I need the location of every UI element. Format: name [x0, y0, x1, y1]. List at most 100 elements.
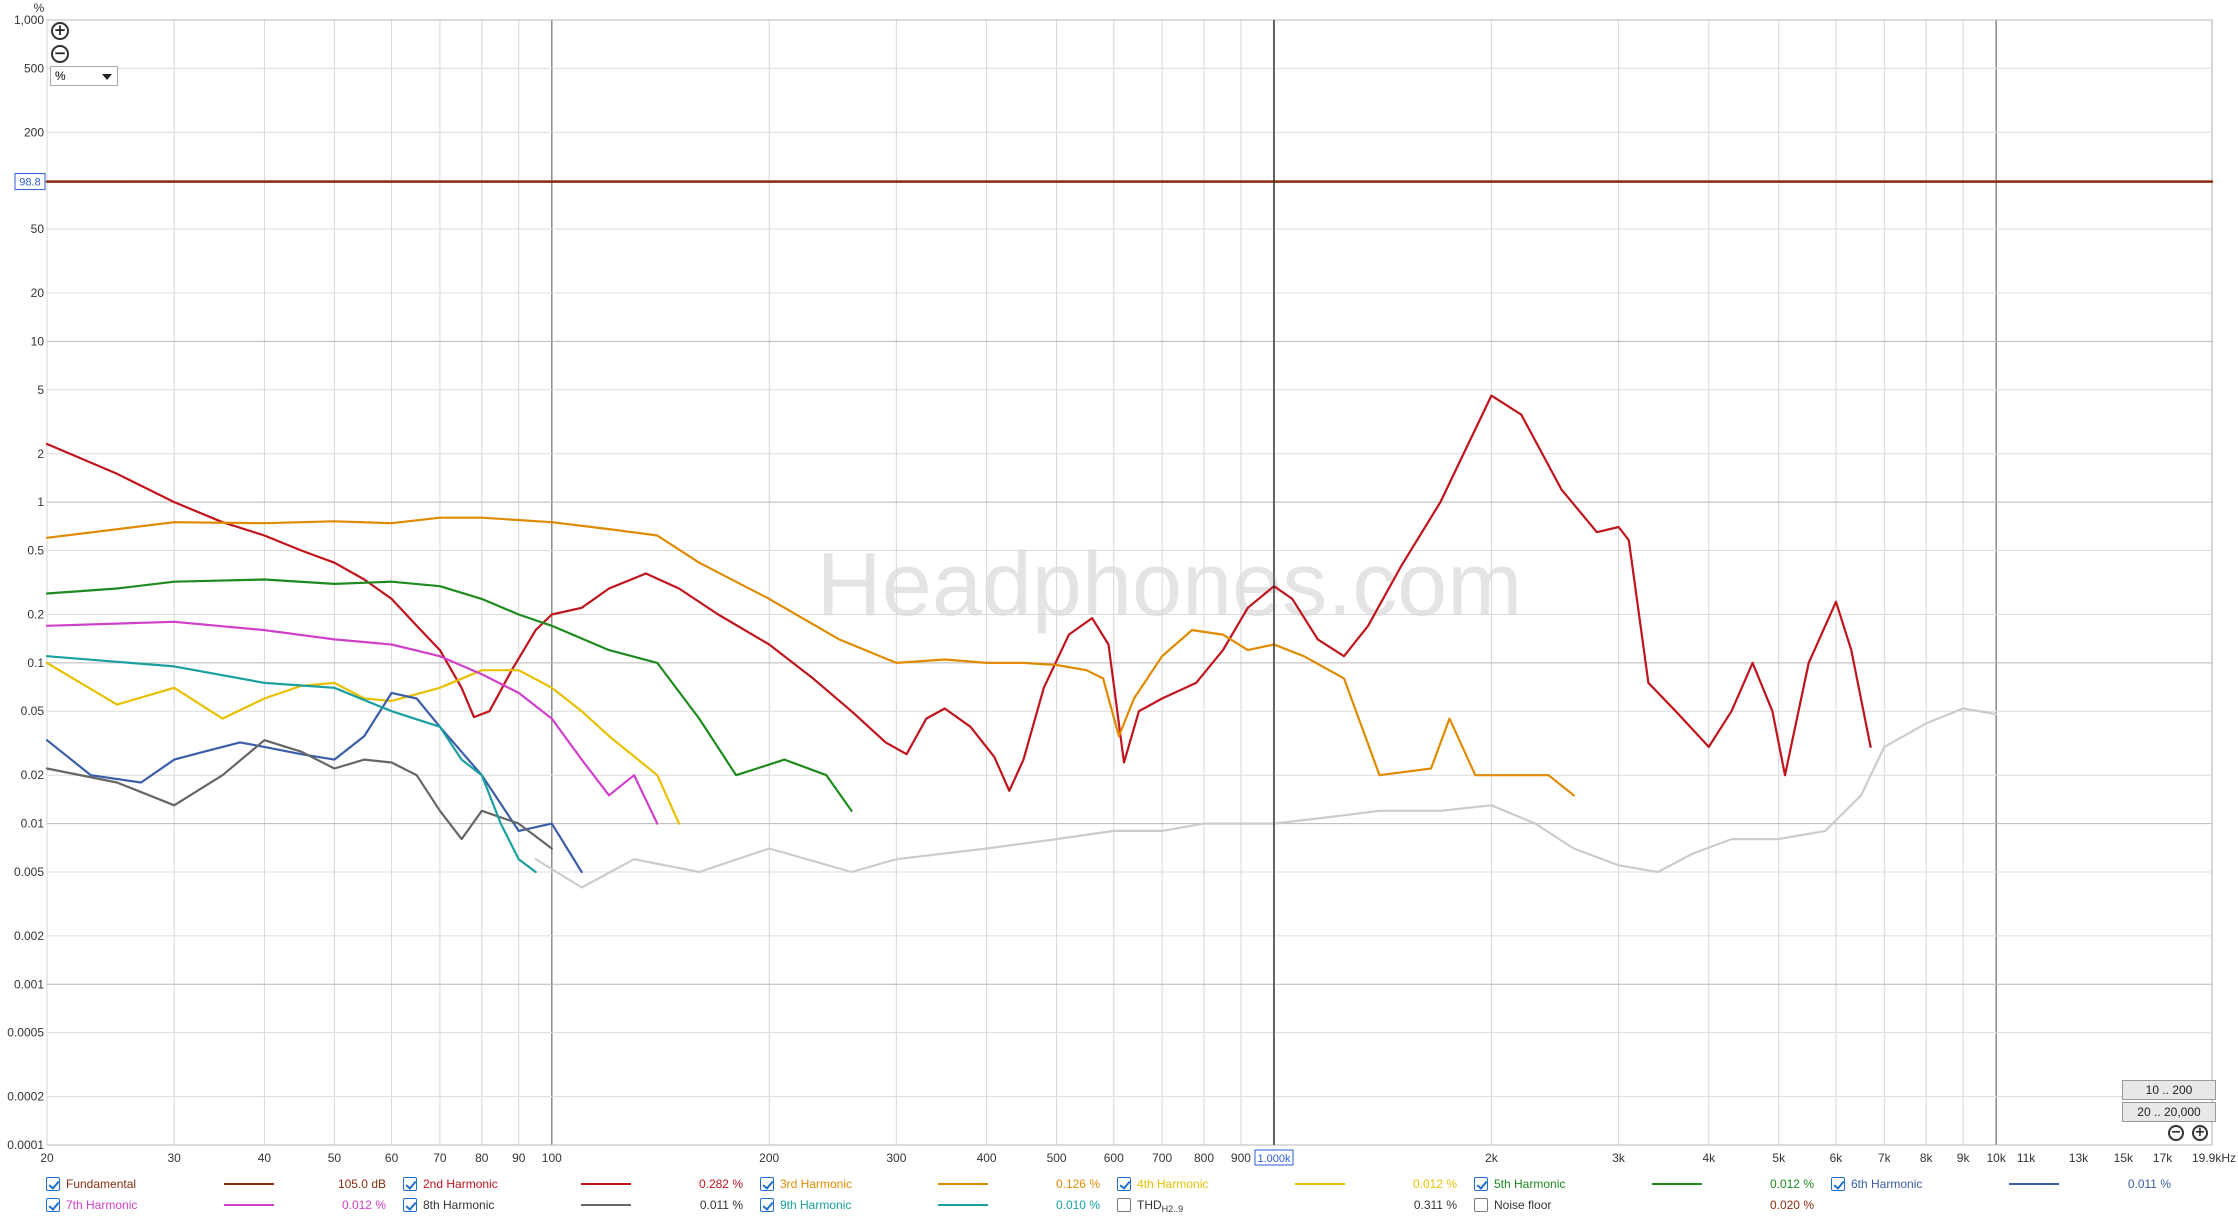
legend-value: 0.012 % — [1769, 1177, 1814, 1191]
series-line-8th-harmonic — [45, 739, 553, 850]
legend-label: 9th Harmonic — [780, 1198, 852, 1212]
legend-swatch — [581, 1204, 631, 1206]
y-tick-label: 0.2 — [27, 607, 44, 621]
y-tick-label: 0.1 — [27, 656, 44, 670]
legend-swatch — [1652, 1183, 1702, 1185]
legend-value: 0.010 % — [1055, 1198, 1100, 1212]
y-tick-label: 10 — [31, 334, 45, 348]
y-tick-label: 0.01 — [21, 817, 45, 831]
series-line-5th-harmonic — [45, 578, 853, 812]
legend-label: 8th Harmonic — [423, 1198, 495, 1212]
legend-checkbox[interactable] — [403, 1177, 417, 1191]
series-line-7th-harmonic — [45, 620, 659, 825]
cursor-y-box — [14, 173, 46, 191]
y-tick-label: 2 — [37, 447, 44, 461]
unit-select-value: % — [55, 69, 66, 83]
y-zoom-out-button[interactable]: − — [51, 45, 69, 63]
legend-checkbox[interactable] — [403, 1198, 417, 1212]
series-line-6th-harmonic — [45, 691, 583, 874]
x-tick-label: 90 — [512, 1151, 526, 1165]
legend-value: 0.012 % — [1412, 1177, 1457, 1191]
legend-value: 105.0 dB — [337, 1177, 386, 1191]
y-tick-label: 0.0001 — [7, 1138, 44, 1152]
x-tick-label: 3k — [1612, 1151, 1626, 1165]
legend-checkbox[interactable] — [46, 1177, 60, 1191]
x-tick-label: 300 — [886, 1151, 906, 1165]
y-tick-label: 1,000 — [14, 13, 44, 27]
chevron-down-icon — [102, 74, 112, 80]
legend-label: 2nd Harmonic — [423, 1177, 498, 1191]
legend-checkbox[interactable] — [1117, 1177, 1131, 1191]
x-tick-label: 30 — [167, 1151, 181, 1165]
x-tick-label: 17k — [2153, 1151, 2173, 1165]
y-tick-label: 0.005 — [14, 865, 44, 879]
series-line-9th-harmonic — [45, 655, 537, 874]
x-tick-label: 200 — [759, 1151, 779, 1165]
legend-label: Fundamental — [66, 1177, 137, 1191]
legend-checkbox[interactable] — [1831, 1177, 1845, 1191]
legend-label: THDH2..9 — [1137, 1198, 1184, 1214]
x-zoom-in-button[interactable]: + — [2192, 1125, 2208, 1141]
series-line-3rd-harmonic — [45, 516, 1575, 797]
range-10-200-button[interactable]: 10 .. 200 — [2122, 1080, 2216, 1100]
legend-swatch — [224, 1183, 274, 1185]
x-tick-label: 5k — [1772, 1151, 1786, 1165]
series-line-2nd-harmonic — [45, 394, 1872, 792]
range-20-20000-button[interactable]: 20 .. 20,000 — [2122, 1102, 2216, 1122]
x-tick-label: 19.9kHz — [2192, 1151, 2236, 1165]
x-tick-label: 4k — [1702, 1151, 1716, 1165]
y-tick-label: 0.02 — [21, 768, 45, 782]
y-tick-label: 0.002 — [14, 929, 44, 943]
legend-checkbox[interactable] — [1474, 1177, 1488, 1191]
x-tick-label: 7k — [1878, 1151, 1892, 1165]
legend-value: 0.011 % — [2127, 1177, 2171, 1191]
y-tick-label: 20 — [31, 286, 45, 300]
y-zoom-in-button[interactable]: + — [51, 22, 69, 40]
x-tick-label: 6k — [1830, 1151, 1844, 1165]
x-tick-label: 9k — [1957, 1151, 1971, 1165]
y-tick-label: 0.0002 — [7, 1090, 44, 1104]
x-tick-label: 10k — [1986, 1151, 2006, 1165]
legend-value: 0.011 % — [699, 1198, 743, 1212]
series-line-4th-harmonic — [45, 661, 681, 825]
legend-checkbox[interactable] — [760, 1177, 774, 1191]
x-tick-label: 700 — [1152, 1151, 1172, 1165]
y-tick-label: 500 — [24, 61, 44, 75]
x-tick-label: 40 — [258, 1151, 272, 1165]
y-tick-label: 50 — [31, 222, 45, 236]
x-tick-label: 13k — [2069, 1151, 2089, 1165]
legend-swatch — [938, 1183, 988, 1185]
legend-label: 3rd Harmonic — [780, 1177, 853, 1191]
legend-swatch — [224, 1204, 274, 1206]
legend-label: 5th Harmonic — [1494, 1177, 1566, 1191]
legend-checkbox[interactable] — [46, 1198, 60, 1212]
x-tick-label: 60 — [385, 1151, 399, 1165]
legend-checkbox[interactable] — [1474, 1198, 1488, 1212]
legend-swatch — [1295, 1204, 1345, 1206]
legend-value: 0.311 % — [1413, 1198, 1457, 1212]
y-tick-label: 0.001 — [14, 977, 44, 991]
legend-swatch — [938, 1204, 988, 1206]
x-tick-label: 900 — [1231, 1151, 1251, 1165]
y-tick-label: 1 — [37, 495, 44, 509]
x-tick-label: 600 — [1104, 1151, 1124, 1165]
legend-swatch — [2009, 1183, 2059, 1185]
legend-label-subscript: H2..9 — [1161, 1204, 1184, 1214]
legend-value: 0.126 % — [1055, 1177, 1100, 1191]
legend-checkbox[interactable] — [1117, 1198, 1131, 1212]
x-tick-label: 8k — [1920, 1151, 1934, 1165]
unit-select[interactable]: % — [50, 66, 118, 86]
legend-swatch — [1295, 1183, 1345, 1185]
legend-checkbox[interactable] — [760, 1198, 774, 1212]
x-tick-label: 15k — [2114, 1151, 2134, 1165]
legend-label: Noise floor — [1494, 1198, 1552, 1212]
y-tick-label: 5 — [37, 383, 44, 397]
x-tick-label: 2k — [1485, 1151, 1499, 1165]
x-tick-label: 500 — [1047, 1151, 1067, 1165]
x-tick-label: 70 — [433, 1151, 447, 1165]
x-zoom-out-button[interactable]: − — [2168, 1125, 2184, 1141]
y-tick-label: 0.5 — [27, 544, 44, 558]
legend-value: 0.282 % — [698, 1177, 743, 1191]
y-tick-label: 0.0005 — [7, 1026, 44, 1040]
